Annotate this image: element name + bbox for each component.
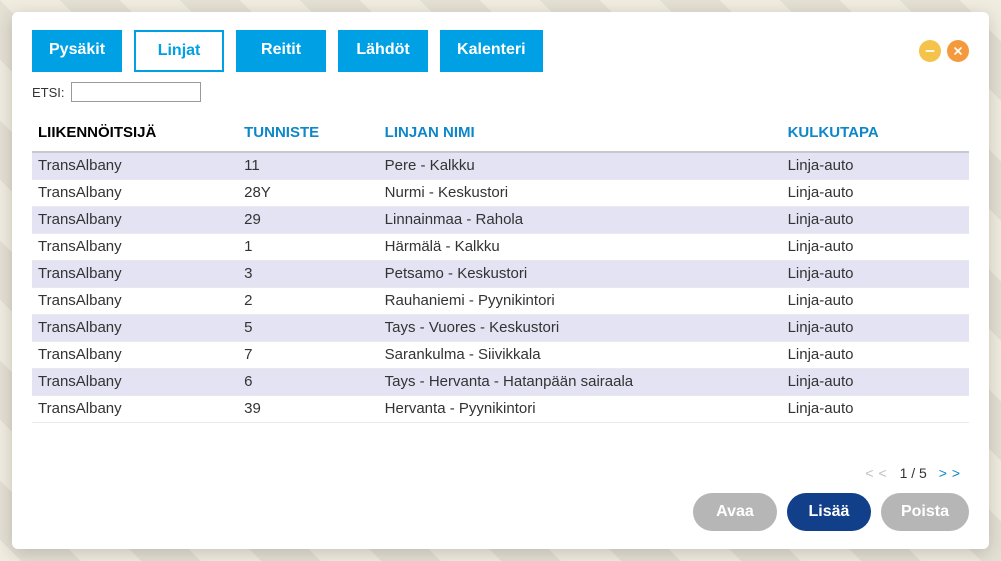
table-cell: Linja-auto — [782, 287, 969, 314]
table-cell: 3 — [238, 260, 379, 287]
table-cell: Hervanta - Pyynikintori — [379, 395, 782, 422]
table-cell: 5 — [238, 314, 379, 341]
table-cell: TransAlbany — [32, 206, 238, 233]
table-row[interactable]: TransAlbany5Tays - Vuores - KeskustoriLi… — [32, 314, 969, 341]
table-cell: TransAlbany — [32, 341, 238, 368]
tab-linjat[interactable]: Linjat — [134, 30, 224, 72]
pager-total: 5 — [919, 465, 927, 481]
table-row[interactable]: TransAlbany11Pere - KalkkuLinja-auto — [32, 152, 969, 179]
column-linjan nimi[interactable]: LINJAN NIMI — [379, 118, 782, 152]
table-cell: Tays - Vuores - Keskustori — [379, 314, 782, 341]
table-cell: TransAlbany — [32, 179, 238, 206]
table-cell: Härmälä - Kalkku — [379, 233, 782, 260]
tab-reitit[interactable]: Reitit — [236, 30, 326, 72]
table-cell: Linja-auto — [782, 206, 969, 233]
close-icon — [952, 45, 964, 57]
table-wrap: LIIKENNÖITSIJÄTUNNISTELINJAN NIMIKULKUTA… — [32, 118, 969, 451]
open-button[interactable]: Avaa — [693, 493, 777, 531]
window-controls — [919, 40, 969, 62]
table-cell: TransAlbany — [32, 314, 238, 341]
tab-bar: Pysäkit Linjat Reitit Lähdöt Kalenteri — [32, 30, 543, 72]
modal-panel: Pysäkit Linjat Reitit Lähdöt Kalenteri ETSI:… — [12, 12, 989, 549]
table-row[interactable]: TransAlbany6Tays - Hervanta - Hatanpään … — [32, 368, 969, 395]
top-row: Pysäkit Linjat Reitit Lähdöt Kalenteri — [32, 30, 969, 72]
table-cell: 7 — [238, 341, 379, 368]
pager-first[interactable]: < — [865, 465, 874, 481]
table-cell: TransAlbany — [32, 368, 238, 395]
table-row[interactable]: TransAlbany28YNurmi - KeskustoriLinja-au… — [32, 179, 969, 206]
table-cell: Linja-auto — [782, 368, 969, 395]
table-cell: Nurmi - Keskustori — [379, 179, 782, 206]
column-liikennöitsijä[interactable]: LIIKENNÖITSIJÄ — [32, 118, 238, 152]
table-header-row: LIIKENNÖITSIJÄTUNNISTELINJAN NIMIKULKUTA… — [32, 118, 969, 152]
table-row[interactable]: TransAlbany1Härmälä - KalkkuLinja-auto — [32, 233, 969, 260]
tab-kalenteri[interactable]: Kalenteri — [440, 30, 542, 72]
remove-button[interactable]: Poista — [881, 493, 969, 531]
table-cell: Linnainmaa - Rahola — [379, 206, 782, 233]
table-cell: Linja-auto — [782, 260, 969, 287]
table-cell: 1 — [238, 233, 379, 260]
table-cell: 6 — [238, 368, 379, 395]
table-cell: TransAlbany — [32, 233, 238, 260]
search-label: ETSI: — [32, 85, 65, 100]
search-row: ETSI: — [32, 82, 969, 102]
table-cell: Linja-auto — [782, 395, 969, 422]
add-button[interactable]: Lisää — [787, 493, 871, 531]
table-cell: Linja-auto — [782, 152, 969, 179]
table-row[interactable]: TransAlbany29Linnainmaa - RaholaLinja-au… — [32, 206, 969, 233]
table-cell: Rauhaniemi - Pyynikintori — [379, 287, 782, 314]
table-row[interactable]: TransAlbany39Hervanta - PyynikintoriLinj… — [32, 395, 969, 422]
table-row[interactable]: TransAlbany7Sarankulma - SiivikkalaLinja… — [32, 341, 969, 368]
table-cell: Linja-auto — [782, 341, 969, 368]
routes-table: LIIKENNÖITSIJÄTUNNISTELINJAN NIMIKULKUTA… — [32, 118, 969, 423]
table-row[interactable]: TransAlbany3Petsamo - KeskustoriLinja-au… — [32, 260, 969, 287]
pager-current: 1 — [900, 465, 908, 481]
minus-icon — [924, 45, 936, 57]
table-cell: TransAlbany — [32, 287, 238, 314]
table-row[interactable]: TransAlbany2Rauhaniemi - PyynikintoriLin… — [32, 287, 969, 314]
table-cell: TransAlbany — [32, 395, 238, 422]
tab-pysäkit[interactable]: Pysäkit — [32, 30, 122, 72]
table-cell: 11 — [238, 152, 379, 179]
table-cell: 2 — [238, 287, 379, 314]
column-kulkutapa[interactable]: KULKUTAPA — [782, 118, 969, 152]
table-cell: Pere - Kalkku — [379, 152, 782, 179]
table-cell: 39 — [238, 395, 379, 422]
pager: < < 1 / 5 > > — [32, 465, 969, 481]
table-cell: Tays - Hervanta - Hatanpään sairaala — [379, 368, 782, 395]
table-cell: 29 — [238, 206, 379, 233]
column-tunniste[interactable]: TUNNISTE — [238, 118, 379, 152]
close-button[interactable] — [947, 40, 969, 62]
pager-sep: / — [911, 465, 919, 481]
pager-next[interactable]: > — [939, 465, 948, 481]
table-cell: TransAlbany — [32, 152, 238, 179]
minimize-button[interactable] — [919, 40, 941, 62]
table-cell: 28Y — [238, 179, 379, 206]
table-cell: Sarankulma - Siivikkala — [379, 341, 782, 368]
table-cell: TransAlbany — [32, 260, 238, 287]
table-cell: Linja-auto — [782, 233, 969, 260]
table-cell: Petsamo - Keskustori — [379, 260, 782, 287]
search-input[interactable] — [71, 82, 201, 102]
pager-prev[interactable]: < — [879, 465, 888, 481]
table-body: TransAlbany11Pere - KalkkuLinja-autoTran… — [32, 152, 969, 422]
action-row: Avaa Lisää Poista — [32, 493, 969, 531]
table-cell: Linja-auto — [782, 314, 969, 341]
pager-last[interactable]: > — [952, 465, 961, 481]
tab-lähdöt[interactable]: Lähdöt — [338, 30, 428, 72]
table-cell: Linja-auto — [782, 179, 969, 206]
